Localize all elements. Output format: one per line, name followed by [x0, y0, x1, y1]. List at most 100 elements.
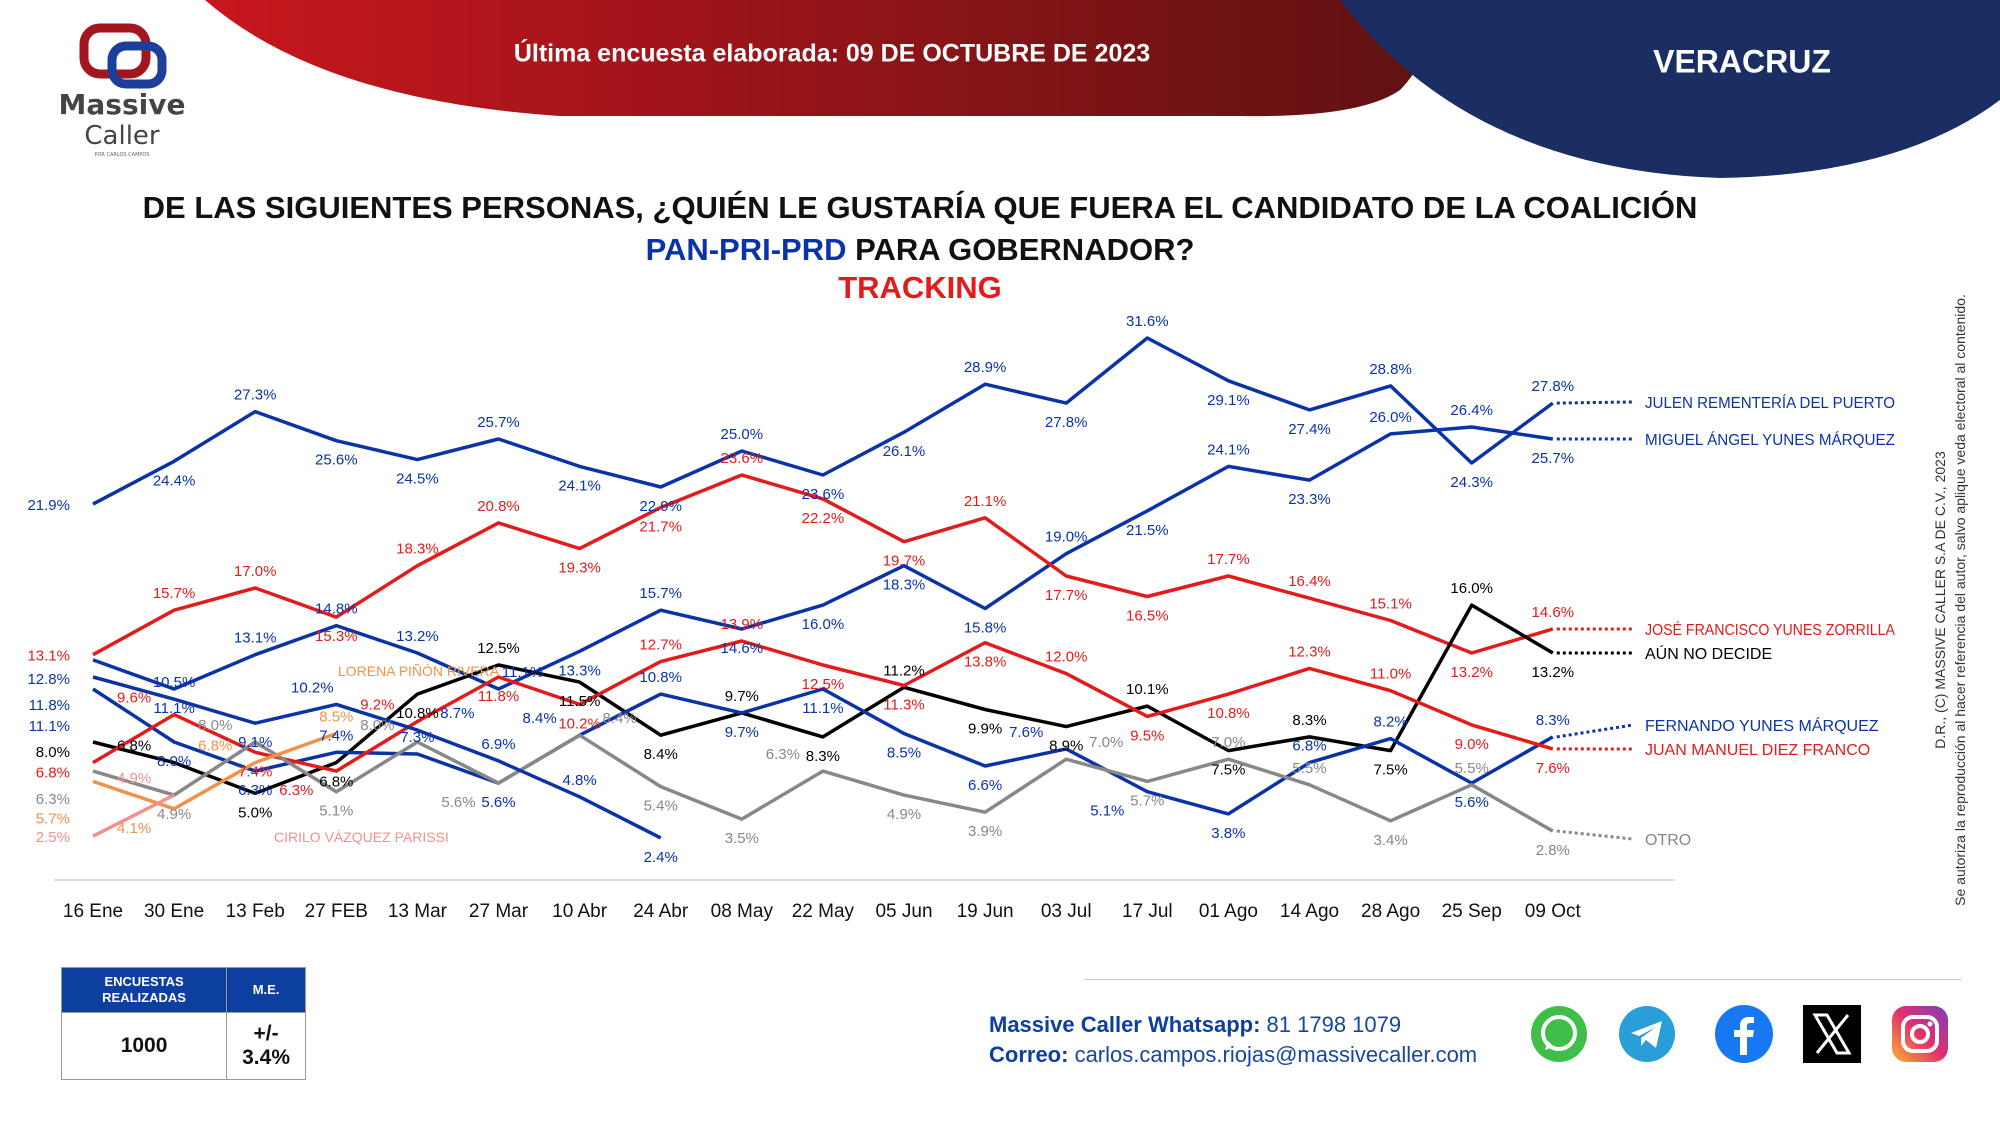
data-label: 5.7% [1130, 792, 1164, 809]
data-label: 13.2% [1450, 664, 1493, 681]
data-label: 7.6% [1536, 760, 1570, 777]
whatsapp-number[interactable]: 81 1798 1079 [1260, 1012, 1402, 1037]
data-label: 10.2% [291, 679, 334, 696]
data-label: 31.6% [1126, 313, 1169, 330]
state-name: VERACRUZ [1653, 43, 1831, 80]
data-label: 27.4% [1288, 421, 1331, 438]
data-label: 13.9% [721, 616, 764, 633]
data-label: 8.0% [360, 717, 394, 734]
chart-title: TRACKING [838, 270, 1002, 305]
x-tick-label: 25 Sep [1442, 901, 1502, 922]
data-label: 24.1% [558, 477, 601, 494]
data-label: 9.2% [360, 696, 394, 713]
data-label: 6.3% [766, 746, 800, 763]
data-label: 12.8% [27, 671, 70, 688]
whatsapp-label: Massive Caller Whatsapp: [989, 1012, 1261, 1037]
data-label: 20.8% [477, 498, 520, 515]
series-line [92, 731, 337, 811]
data-label: 6.8% [198, 738, 232, 755]
data-label: 12.5% [802, 676, 845, 693]
data-label: 26.4% [1450, 402, 1493, 419]
data-label: 8.0% [198, 717, 232, 734]
data-label: 25.6% [315, 452, 358, 469]
data-label: 6.3% [238, 782, 272, 799]
telegram-icon[interactable] [1616, 1003, 1678, 1065]
series-end-label: JOSÉ FRANCISCO YUNES ZORRILLA [1645, 620, 1895, 639]
surveys-value: 1000 [60, 1012, 228, 1080]
data-label: 8.5% [319, 708, 353, 725]
series-leader-line [1556, 723, 1634, 739]
series-inline-label: LORENA PIÑÓN RIVERA [338, 663, 500, 679]
data-label: 16.0% [802, 616, 845, 633]
data-label: 10.1% [1126, 681, 1169, 698]
x-tick-label: 09 Oct [1525, 901, 1582, 922]
series-line [92, 336, 1554, 506]
series-end-label: JULEN REMENTERÍA DEL PUERTO [1645, 393, 1895, 412]
data-label: 21.9% [27, 497, 70, 514]
whatsapp-contact: Massive Caller Whatsapp: 81 1798 1079 [989, 1012, 1401, 1038]
series-line [92, 639, 1554, 773]
data-label: 21.7% [639, 518, 682, 535]
data-label: 8.2% [1373, 714, 1407, 731]
data-label: 23.6% [802, 486, 845, 503]
data-label: 15.1% [1369, 595, 1412, 612]
data-label: 21.5% [1126, 522, 1169, 539]
data-label: 15.7% [639, 585, 682, 602]
x-tick-label: 19 Jun [957, 901, 1014, 922]
x-tick-label: 13 Feb [226, 901, 285, 922]
coalition-name: PAN-PRI-PRD [645, 232, 847, 267]
data-label: 8.4% [644, 746, 678, 763]
x-tick-label: 27 FEB [305, 901, 368, 922]
data-label: 27.3% [234, 387, 277, 404]
data-label: 7.6% [1009, 724, 1043, 741]
data-label: 16.5% [1126, 608, 1169, 625]
data-label: 6.8% [319, 774, 353, 791]
footer-divider [1084, 979, 1962, 980]
data-label: 22.9% [639, 498, 682, 515]
whatsapp-icon[interactable] [1528, 1003, 1590, 1065]
data-label: 6.3% [36, 791, 70, 808]
data-label: 6.6% [968, 777, 1002, 794]
data-label: 4.9% [887, 806, 921, 823]
data-label: 4.1% [117, 820, 151, 837]
data-label: 8.3% [1292, 712, 1326, 729]
email-address[interactable]: carlos.campos.riojas@massivecaller.com [1068, 1042, 1478, 1067]
data-label: 17.0% [234, 563, 277, 580]
data-label: 13.1% [27, 648, 70, 665]
data-label: 18.3% [883, 577, 926, 594]
data-label: 8.4% [522, 710, 556, 727]
x-tick-label: 30 Ene [144, 901, 204, 922]
data-label: 3.8% [1211, 825, 1245, 842]
logo-text: Caller [84, 121, 160, 151]
series-line [92, 473, 1554, 657]
survey-date: Última encuesta elaborada: 09 DE OCTUBRE… [513, 39, 1151, 68]
data-label: 12.3% [1288, 643, 1331, 660]
series-line [92, 687, 1554, 816]
data-label: 7.0% [1089, 734, 1123, 751]
data-label: 10.8% [396, 705, 439, 722]
data-label: 3.9% [968, 823, 1002, 840]
data-label: 9.5% [1130, 727, 1164, 744]
data-label: 24.5% [396, 471, 439, 488]
data-label: 2.5% [36, 829, 70, 846]
data-label: 11.2% [883, 662, 924, 679]
series-end-label: MIGUEL ÁNGEL YUNES MÁRQUEZ [1645, 430, 1895, 449]
data-label: 10.2% [558, 715, 601, 732]
data-label: 8.7% [440, 705, 474, 722]
facebook-icon[interactable] [1713, 1003, 1775, 1065]
email-label: Correo: [989, 1042, 1069, 1067]
instagram-icon[interactable] [1889, 1003, 1951, 1065]
data-label: 11.8% [478, 688, 519, 705]
x-tick-label: 10 Abr [552, 901, 608, 922]
data-label: 6.8% [117, 738, 151, 755]
data-label: 6.3% [279, 782, 313, 799]
data-label: 3.4% [1373, 832, 1407, 849]
data-label: 7.4% [238, 763, 272, 780]
series-leader-line [1556, 829, 1634, 841]
x-icon[interactable] [1801, 1003, 1863, 1065]
data-label: 24.1% [1207, 441, 1250, 458]
data-label: 14.6% [721, 640, 764, 657]
question-rest: PARA GOBERNADOR? [846, 232, 1195, 267]
data-label: 28.9% [964, 359, 1007, 376]
